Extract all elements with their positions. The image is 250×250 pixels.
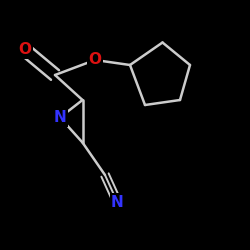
Text: O: O [88, 52, 102, 68]
Text: N: N [54, 110, 66, 125]
Text: N: N [111, 195, 124, 210]
Text: O: O [18, 42, 32, 58]
